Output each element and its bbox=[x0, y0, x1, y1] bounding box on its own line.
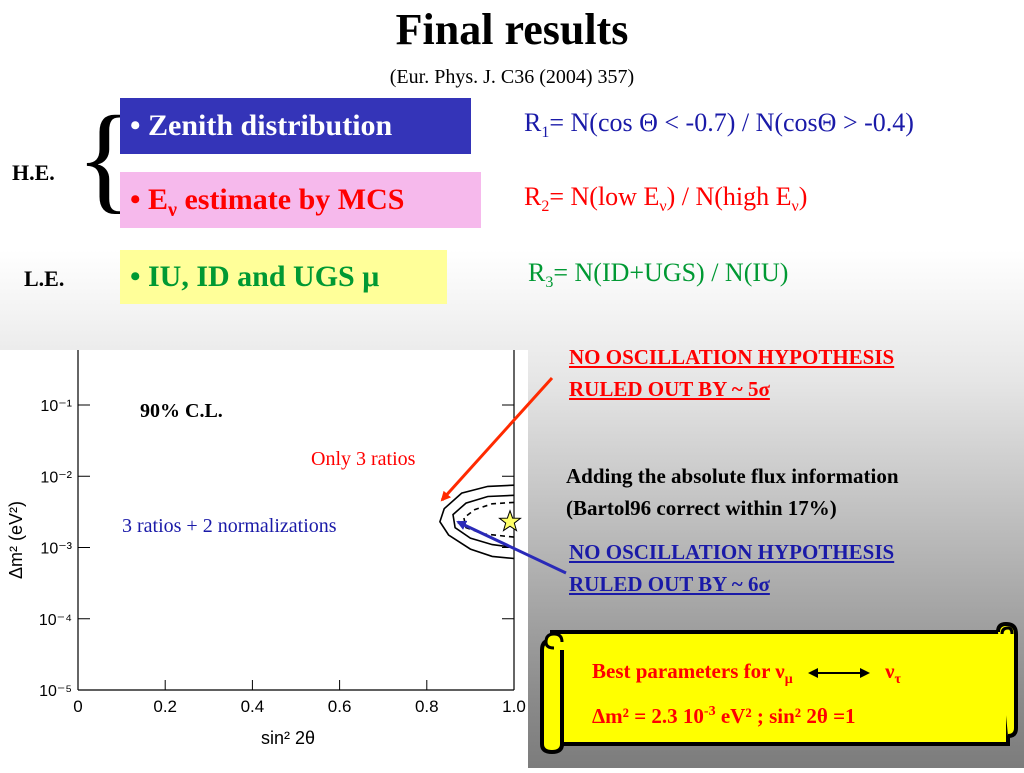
best-params-line1: Best parameters for νμ ντ bbox=[592, 655, 901, 696]
energy-suffix: estimate by MCS bbox=[176, 183, 405, 216]
no-osc-5-line1: NO OSCILLATION HYPOTHESIS bbox=[569, 345, 895, 369]
numu-sub: μ bbox=[784, 672, 793, 688]
energy-prefix: • E bbox=[130, 183, 169, 216]
x-axis-label: sin² 2θ bbox=[261, 728, 315, 748]
adding-line1: Adding the absolute flux information bbox=[566, 464, 899, 488]
x-tick-label: 0.8 bbox=[415, 697, 439, 716]
r3-text: = N(ID+UGS) / N(IU) bbox=[553, 258, 789, 287]
slide-title: Final results bbox=[395, 5, 629, 54]
dm2-exp: -3 bbox=[703, 704, 716, 720]
r2-text-b: ) / N(high E bbox=[666, 182, 792, 211]
r2-text-c: ) bbox=[798, 182, 808, 211]
best-params-line2: Δm² = 2.3 10-3 eV² ; sin² 2θ =1 bbox=[592, 696, 901, 732]
ratio-r2: R2= N(low Eν) / N(high Eν) bbox=[524, 182, 808, 216]
no-oscillation-6sigma: NO OSCILLATION HYPOTHESIS RULED OUT BY ~… bbox=[569, 536, 894, 600]
y-tick-label: 10⁻⁵ bbox=[39, 683, 72, 700]
best-parameters: Best parameters for νμ ντ Δm² = 2.3 10-3… bbox=[592, 655, 901, 732]
y-tick-label: 10⁻⁴ bbox=[39, 612, 72, 629]
double-arrow-icon bbox=[807, 668, 870, 679]
series-label-3-ratios-2-norm: 3 ratios + 2 normalizations bbox=[122, 515, 337, 537]
zenith-distribution-label: • Zenith distribution bbox=[130, 109, 393, 142]
nutau-sub: τ bbox=[894, 672, 901, 688]
dm2-unit: eV² ; sin² 2θ =1 bbox=[715, 704, 856, 729]
y-tick-label: 10⁻³ bbox=[40, 541, 72, 558]
zenith-distribution-box: • Zenith distribution bbox=[120, 98, 471, 154]
y-tick-label: 10⁻¹ bbox=[40, 398, 72, 415]
no-osc-6-line2: RULED OUT BY ~ 6σ bbox=[569, 572, 770, 596]
energy-nu-sub: ν bbox=[168, 199, 177, 221]
oscillation-plot: 10⁻¹ 10⁻² 10⁻³ 10⁻⁴ 10⁻⁵ 0 0.2 0.4 0.6 0.8 1.0 sin²… bbox=[0, 350, 528, 768]
absolute-flux-note: Adding the absolute flux information (Ba… bbox=[566, 460, 899, 524]
scroll-banner-icon bbox=[540, 621, 1018, 754]
x-tick-label: 0.6 bbox=[328, 697, 352, 716]
r2-text-a: = N(low E bbox=[549, 182, 660, 211]
r1-text: = N(cos Θ < -0.7) / N(cosΘ > -0.4) bbox=[549, 108, 914, 137]
r2-nu-high: ν bbox=[791, 198, 799, 216]
reference-citation: (Eur. Phys. J. C36 (2004) 357) bbox=[389, 66, 635, 88]
y-tick-label: 10⁻² bbox=[40, 469, 72, 486]
dm2-text: Δm² = 2.3 10 bbox=[592, 704, 704, 729]
cl-label: 90% C.L. bbox=[140, 400, 223, 422]
ratio-r3: R3= N(ID+UGS) / N(IU) bbox=[528, 258, 789, 292]
adding-line2: (Bartol96 correct within 17%) bbox=[566, 496, 837, 520]
iu-id-ugs-label: • IU, ID and UGS μ bbox=[130, 260, 380, 293]
r2-sub: 2 bbox=[541, 198, 550, 216]
best-prefix: Best parameters for ν bbox=[592, 659, 785, 683]
oscillation-plot-svg: 10⁻¹ 10⁻² 10⁻³ 10⁻⁴ 10⁻⁵0 0.2 0.4 0.6 0.8 1.0 sin²… bbox=[6, 350, 526, 748]
best-fit-star-icon bbox=[498, 509, 522, 532]
no-oscillation-5sigma: NO OSCILLATION HYPOTHESIS RULED OUT BY ~… bbox=[569, 341, 894, 405]
le-label: L.E. bbox=[24, 266, 65, 291]
x-tick-label: 1.0 bbox=[502, 697, 526, 716]
no-osc-5-line2: RULED OUT BY ~ 5σ bbox=[569, 377, 770, 401]
r1-sub: 1 bbox=[541, 124, 550, 142]
nutau: ν bbox=[885, 659, 895, 683]
r2-nu-low: ν bbox=[659, 198, 667, 216]
no-osc-6-line1: NO OSCILLATION HYPOTHESIS bbox=[569, 540, 895, 564]
r3-sub: 3 bbox=[545, 274, 554, 292]
x-tick-label: 0.4 bbox=[241, 697, 265, 716]
iu-id-ugs-box: • IU, ID and UGS μ bbox=[120, 250, 447, 304]
series-label-only-3-ratios: Only 3 ratios bbox=[311, 448, 416, 470]
y-axis-label: Δm² (eV²) bbox=[6, 501, 26, 579]
he-label: H.E. bbox=[12, 160, 55, 185]
ratio-r1: R1= N(cos Θ < -0.7) / N(cosΘ > -0.4) bbox=[524, 108, 914, 142]
x-tick-label: 0 bbox=[73, 697, 82, 716]
energy-estimate-box: • Eν estimate by MCS bbox=[120, 172, 481, 228]
x-tick-label: 0.2 bbox=[153, 697, 177, 716]
